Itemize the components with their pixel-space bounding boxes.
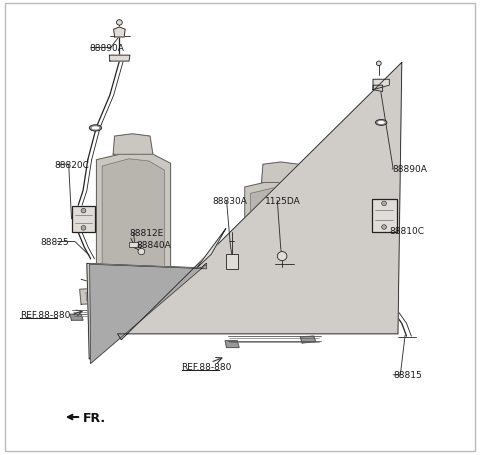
Text: 1125DA: 1125DA <box>265 197 300 206</box>
Bar <box>129 243 138 248</box>
Polygon shape <box>239 314 314 328</box>
Circle shape <box>277 252 287 261</box>
Text: REF.88-880: REF.88-880 <box>20 311 70 319</box>
Polygon shape <box>80 284 172 304</box>
Polygon shape <box>157 309 173 316</box>
Text: REF.88-880: REF.88-880 <box>181 362 232 371</box>
Text: 88890A: 88890A <box>392 165 427 174</box>
Circle shape <box>81 226 86 231</box>
Ellipse shape <box>92 127 99 130</box>
Ellipse shape <box>378 121 385 125</box>
Polygon shape <box>102 159 164 288</box>
Bar <box>372 199 396 232</box>
Text: 88830A: 88830A <box>213 197 248 206</box>
Polygon shape <box>373 86 383 92</box>
Polygon shape <box>114 28 125 38</box>
Polygon shape <box>233 311 321 332</box>
Text: 88890A: 88890A <box>89 44 124 53</box>
Polygon shape <box>113 135 153 155</box>
Polygon shape <box>373 80 389 91</box>
Polygon shape <box>300 336 316 343</box>
Polygon shape <box>262 162 301 183</box>
Bar <box>226 255 238 269</box>
Text: 88840A: 88840A <box>136 240 171 249</box>
Text: 88812E: 88812E <box>129 228 163 238</box>
Polygon shape <box>90 265 206 364</box>
Ellipse shape <box>375 120 387 126</box>
Text: 88815: 88815 <box>393 370 422 379</box>
Polygon shape <box>96 153 170 293</box>
Circle shape <box>382 225 386 230</box>
Text: 88810C: 88810C <box>389 227 424 236</box>
Polygon shape <box>245 180 319 320</box>
Polygon shape <box>225 341 239 348</box>
Polygon shape <box>118 63 402 340</box>
Polygon shape <box>70 314 83 320</box>
Polygon shape <box>196 229 226 269</box>
Circle shape <box>117 20 122 26</box>
Polygon shape <box>109 56 130 62</box>
Circle shape <box>376 62 381 66</box>
Circle shape <box>382 202 386 206</box>
Circle shape <box>81 209 86 213</box>
Text: FR.: FR. <box>83 410 106 424</box>
Polygon shape <box>251 187 313 314</box>
Polygon shape <box>87 264 206 359</box>
Circle shape <box>138 249 145 255</box>
Ellipse shape <box>89 126 102 132</box>
Text: 88820C: 88820C <box>54 161 89 169</box>
Polygon shape <box>86 288 166 301</box>
Bar <box>72 207 96 233</box>
Text: 88825: 88825 <box>40 238 69 247</box>
